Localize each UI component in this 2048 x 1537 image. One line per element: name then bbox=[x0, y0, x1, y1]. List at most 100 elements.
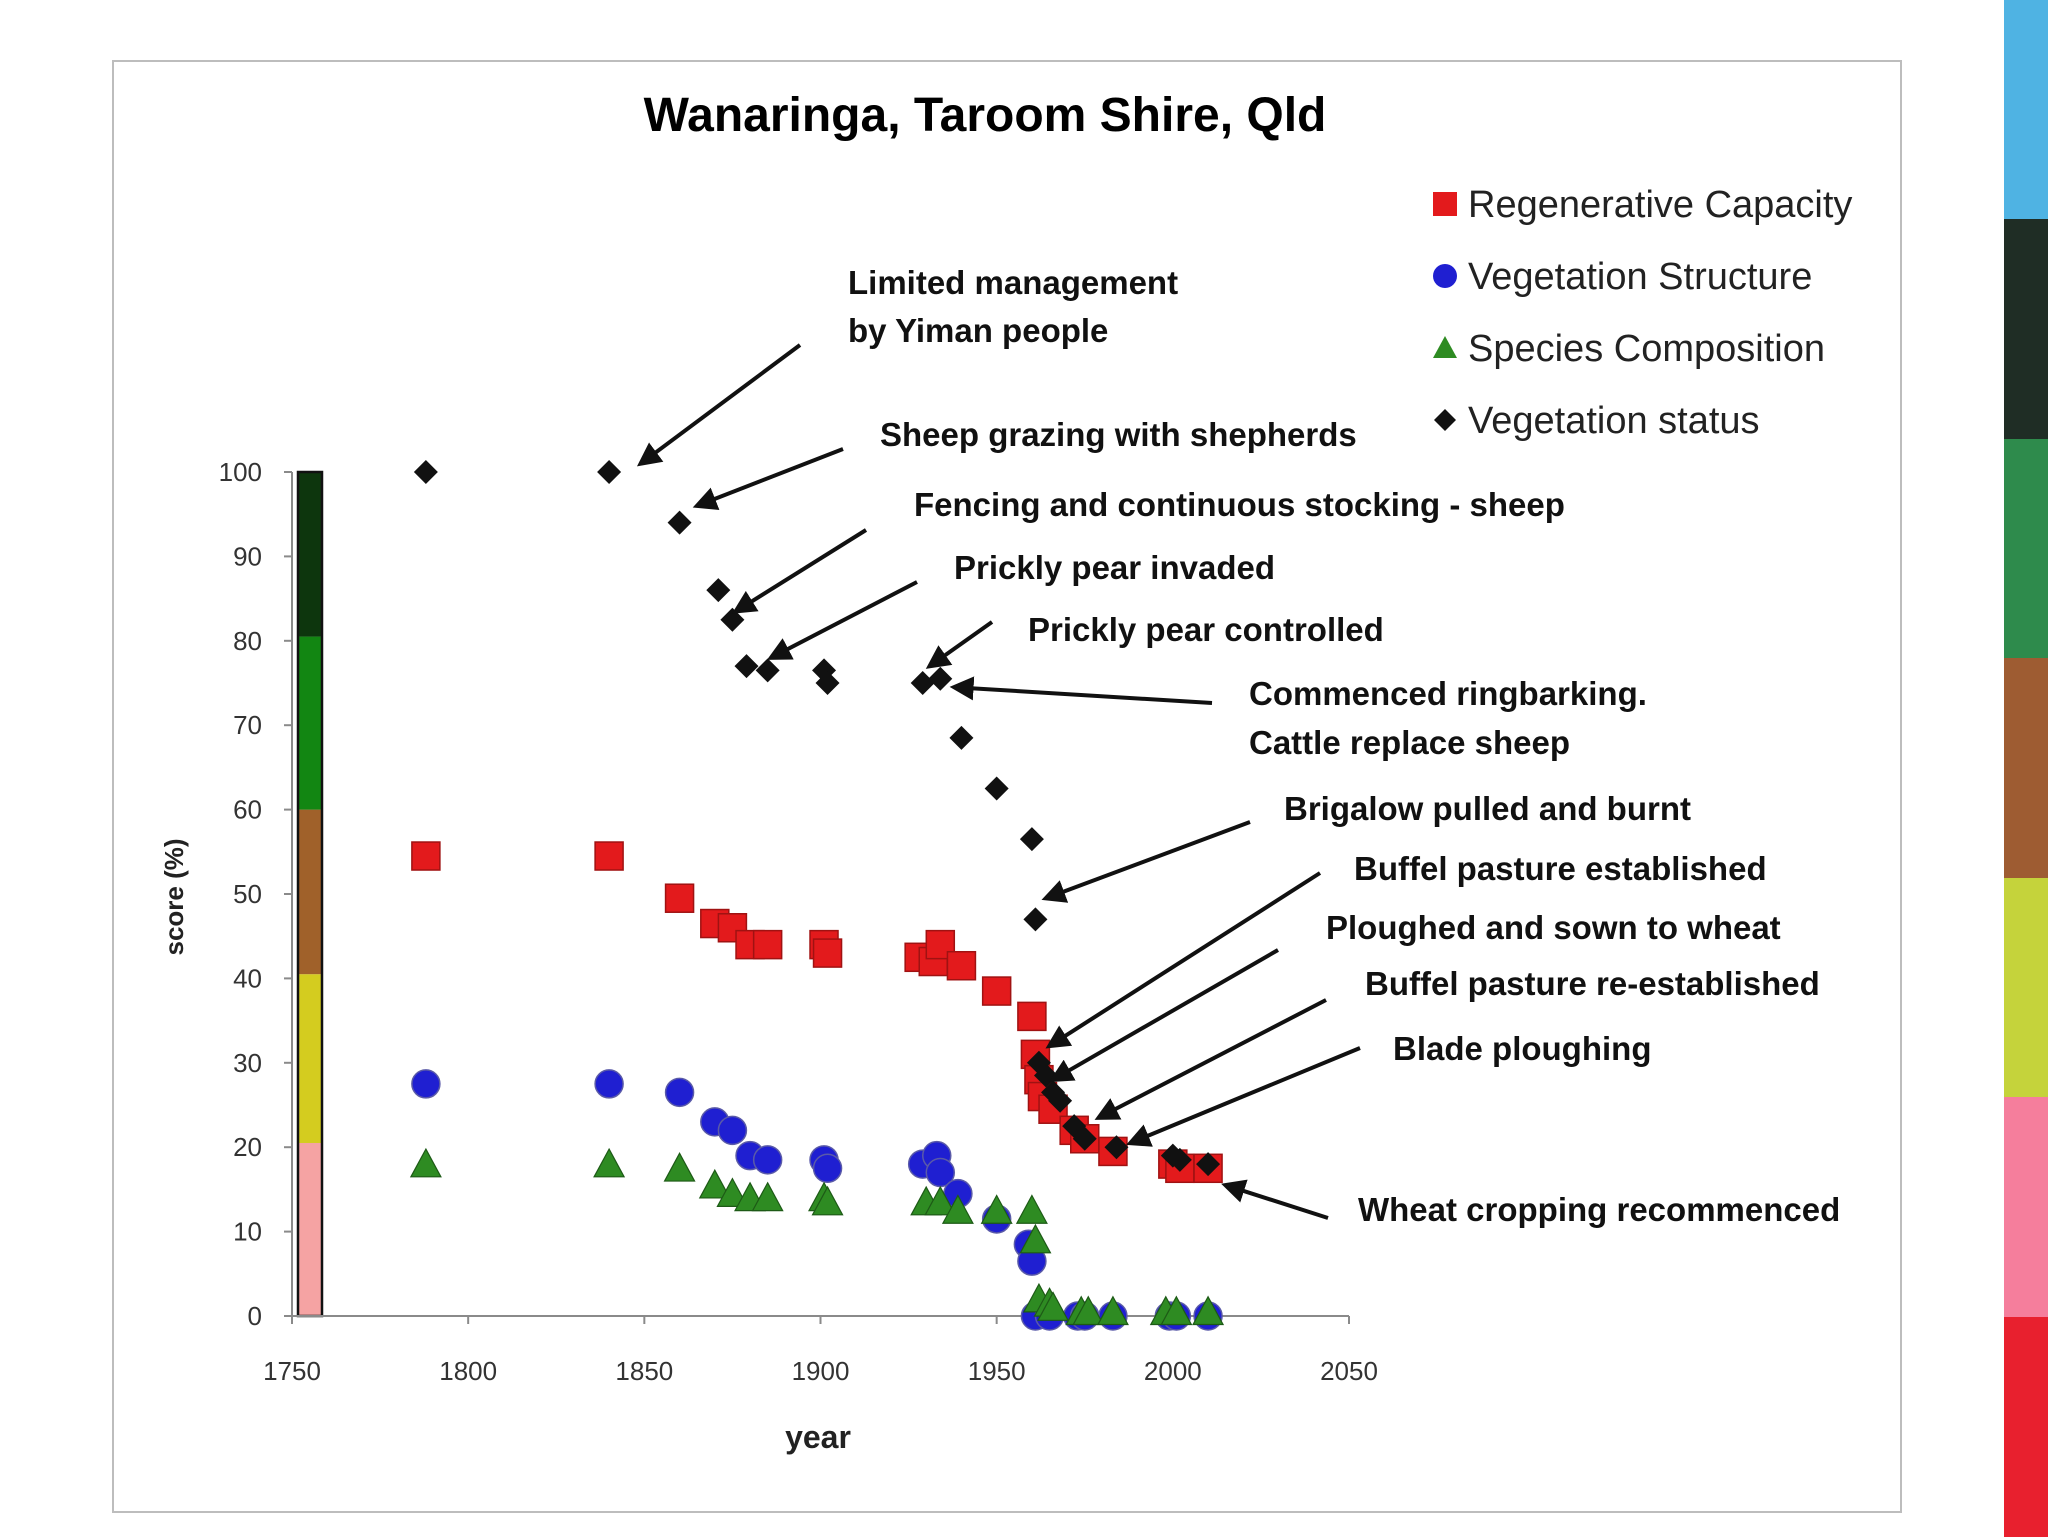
side-strip-segment bbox=[2004, 1316, 2048, 1537]
x-tick-label: 2050 bbox=[1320, 1356, 1378, 1386]
side-strip-segment bbox=[2004, 219, 2048, 440]
data-point bbox=[664, 883, 695, 913]
x-tick-label: 2000 bbox=[1144, 1356, 1202, 1386]
data-point bbox=[1104, 1135, 1129, 1160]
data-point bbox=[949, 725, 974, 750]
condition-bar-segment bbox=[298, 1142, 322, 1316]
data-point bbox=[924, 1185, 957, 1216]
data-point bbox=[981, 976, 1012, 1006]
y-axis-label: score (%) bbox=[159, 838, 189, 955]
data-point bbox=[980, 1194, 1013, 1224]
annotation-label: Blade ploughing bbox=[1393, 1030, 1651, 1067]
annotation-arrow bbox=[692, 447, 844, 510]
annotation: Sheep grazing with shepherds bbox=[692, 416, 1357, 510]
annotation-arrow bbox=[766, 580, 918, 660]
y-tick-label: 100 bbox=[219, 457, 262, 487]
data-point bbox=[984, 776, 1009, 801]
data-point bbox=[664, 1077, 695, 1108]
annotation-arrow bbox=[1221, 1179, 1329, 1220]
data-point bbox=[1037, 1291, 1070, 1321]
annotation-label: Brigalow pulled and burnt bbox=[1284, 790, 1691, 827]
side-strip-segment bbox=[2004, 438, 2048, 660]
y-tick-label: 70 bbox=[233, 710, 262, 740]
data-points bbox=[409, 460, 1225, 1331]
annotation-arrow bbox=[1094, 998, 1327, 1120]
annotation: Blade ploughing bbox=[1126, 1030, 1651, 1147]
legend-label: Regenerative Capacity bbox=[1468, 184, 1852, 226]
annotation-arrow bbox=[1126, 1046, 1361, 1147]
data-point bbox=[413, 460, 438, 484]
data-point bbox=[716, 1177, 749, 1207]
data-point bbox=[1096, 1295, 1129, 1326]
y-tick-label: 80 bbox=[233, 626, 262, 656]
data-point bbox=[1160, 1295, 1193, 1326]
data-point bbox=[1015, 1194, 1048, 1224]
annotation-label: Limited management bbox=[848, 264, 1178, 301]
annotation-label: Buffel pasture re-established bbox=[1365, 965, 1820, 1002]
data-point bbox=[593, 1147, 626, 1178]
annotation-arrow bbox=[1041, 820, 1251, 903]
annotation-label: Prickly pear controlled bbox=[1028, 611, 1384, 648]
x-axis-ticks: 1750 1800 1850 1900 1950 2000 2050 bbox=[263, 1316, 1378, 1386]
annotation: Commenced ringbarking. Cattle replace she… bbox=[949, 675, 1647, 761]
annotation-arrow bbox=[636, 343, 802, 467]
x-tick-label: 1750 bbox=[263, 1356, 321, 1386]
data-point bbox=[717, 1115, 748, 1146]
annotation: Buffel pasture re-established bbox=[1094, 965, 1820, 1120]
annotation-arrow bbox=[1045, 871, 1322, 1049]
side-strip-segment bbox=[2004, 877, 2048, 1099]
legend-label: Vegetation status bbox=[1468, 400, 1760, 442]
data-point bbox=[667, 510, 692, 535]
annotation-arrow bbox=[949, 676, 1213, 705]
y-tick-label: 10 bbox=[233, 1217, 262, 1247]
data-point bbox=[409, 1147, 442, 1178]
data-point bbox=[1196, 1152, 1221, 1177]
annotation: Wheat cropping recommenced bbox=[1221, 1179, 1840, 1228]
y-tick-label: 30 bbox=[233, 1048, 262, 1078]
x-tick-label: 1850 bbox=[615, 1356, 673, 1386]
legend-label: Species Composition bbox=[1468, 328, 1825, 370]
data-point bbox=[1192, 1295, 1225, 1326]
data-point bbox=[663, 1152, 696, 1182]
data-point bbox=[928, 666, 953, 691]
legend-marker bbox=[1433, 192, 1457, 216]
legend-label: Vegetation Structure bbox=[1468, 256, 1812, 298]
annotation: Prickly pear controlled bbox=[925, 611, 1384, 669]
data-point bbox=[597, 460, 622, 484]
data-point bbox=[1019, 1223, 1052, 1254]
annotation-label: Fencing and continuous stocking - sheep bbox=[914, 486, 1565, 523]
y-tick-label: 50 bbox=[233, 879, 262, 909]
y-tick-label: 40 bbox=[233, 963, 262, 993]
annotation-label: Buffel pasture established bbox=[1354, 850, 1767, 887]
condition-bar-segment bbox=[298, 472, 322, 637]
chart-frame bbox=[112, 60, 1902, 1513]
data-point bbox=[752, 1145, 783, 1175]
condition-bar-segment bbox=[298, 974, 322, 1143]
annotation-label: by Yiman people bbox=[848, 312, 1108, 349]
condition-bar bbox=[296, 470, 324, 1318]
annotation: Fencing and continuous stocking - sheep bbox=[731, 486, 1565, 614]
annotation: Buffel pasture established bbox=[1045, 850, 1767, 1049]
annotation: Brigalow pulled and burnt bbox=[1041, 790, 1691, 903]
x-tick-label: 1950 bbox=[968, 1356, 1026, 1386]
annotation: Limited management by Yiman people bbox=[636, 264, 1178, 467]
data-point bbox=[946, 950, 977, 981]
legend-marker bbox=[1433, 336, 1457, 358]
series-vegetation-status bbox=[413, 460, 1221, 1177]
annotation: Ploughed and sown to wheat bbox=[1048, 909, 1781, 1083]
data-point bbox=[734, 654, 759, 679]
y-tick-label: 90 bbox=[233, 541, 262, 571]
data-point bbox=[411, 841, 441, 871]
data-point bbox=[594, 841, 624, 871]
annotation-arrow bbox=[1048, 948, 1279, 1083]
condition-bar-segment bbox=[298, 636, 322, 810]
data-point bbox=[594, 1069, 624, 1099]
annotation-label: Commenced ringbarking. bbox=[1249, 675, 1647, 712]
legend-marker bbox=[1433, 264, 1457, 288]
data-point bbox=[941, 1194, 974, 1224]
annotations: Limited management by Yiman people Sheep g… bbox=[636, 264, 1840, 1228]
series-species-composition bbox=[409, 1147, 1225, 1326]
data-point bbox=[910, 671, 935, 695]
data-point bbox=[706, 578, 731, 603]
condition-bar-segment bbox=[298, 809, 322, 975]
